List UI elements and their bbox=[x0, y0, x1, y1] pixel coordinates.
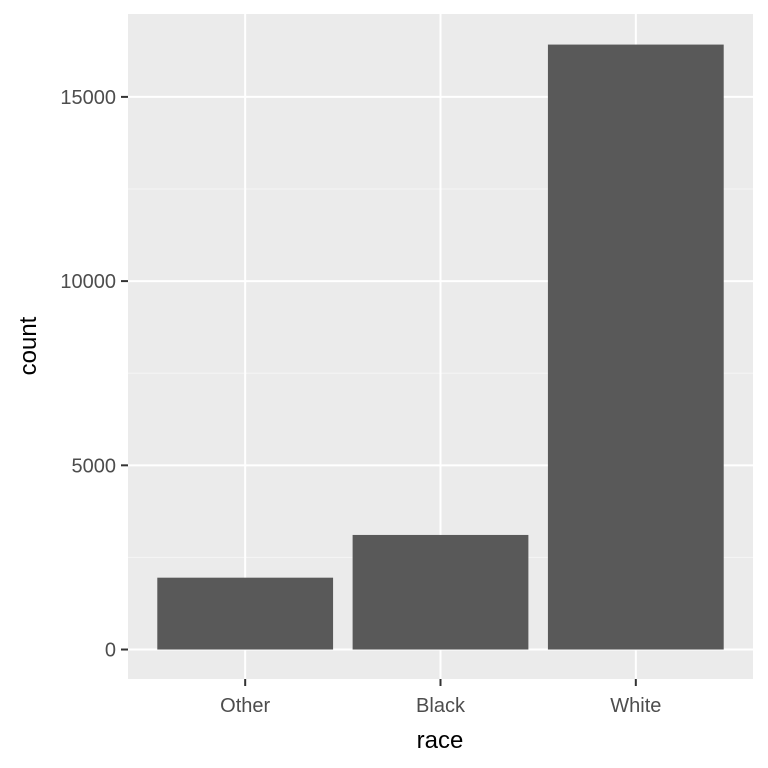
bars bbox=[157, 44, 724, 650]
bar-other bbox=[157, 577, 334, 650]
x-tick-label: Other bbox=[220, 695, 270, 717]
y-axis-ticks: 0 5000 10000 15000 bbox=[60, 87, 128, 662]
bar-white bbox=[547, 44, 724, 650]
x-axis-title: race bbox=[417, 727, 464, 754]
y-tick-label: 10000 bbox=[60, 271, 116, 293]
x-tick-label: Black bbox=[416, 695, 466, 717]
y-tick-label: 5000 bbox=[72, 455, 117, 477]
x-tick-label: White bbox=[610, 695, 661, 717]
bar-black bbox=[352, 534, 529, 650]
y-tick-label: 15000 bbox=[60, 87, 116, 109]
y-tick-label: 0 bbox=[105, 640, 116, 662]
x-axis-ticks: Other Black White bbox=[220, 679, 661, 717]
y-axis-title: count bbox=[15, 316, 42, 375]
